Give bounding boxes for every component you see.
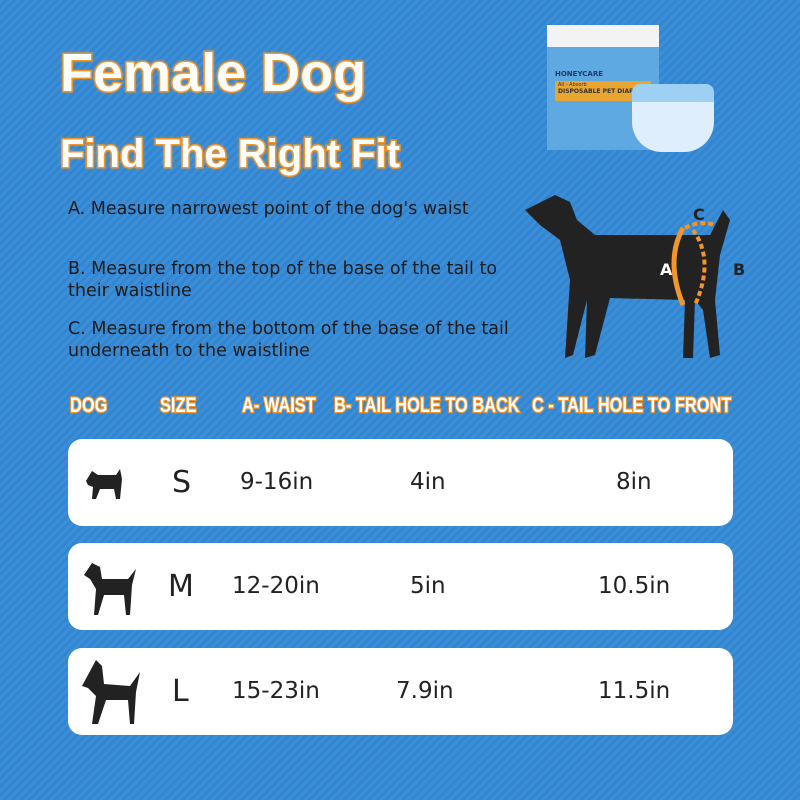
instruction-a: A. Measure narrowest point of the dog's … [68,199,469,219]
diaper-image [632,84,714,152]
tail-to-front: 8in [616,469,652,495]
tail-to-front: 11.5in [598,678,671,704]
product-line: All - Absorb [558,82,587,88]
tail-to-back: 7.9in [396,678,454,704]
small-dog-icon [86,469,122,499]
product-brand: HONEYCARE [555,70,603,78]
tail-to-back: 5in [410,573,446,599]
label-c: C [693,205,705,224]
dog-measurement-diagram: C A B [525,195,745,358]
instruction-c: C. Measure from the bottom of the base o… [68,319,509,361]
product-name: DISPOSABLE PET DIAPERS [558,88,647,95]
waist: 15-23in [232,678,320,704]
header-size: SIZE [159,393,197,419]
tail-to-back: 4in [410,469,446,495]
waist: 9-16in [240,469,314,495]
table-row: S 9-16in 4in 8in [68,439,733,526]
table-row: L 15-23in 7.9in 11.5in [68,648,733,735]
header-front: C - TAIL HOLE TO FRONT [531,393,732,419]
header-dog: DOG [69,393,108,419]
size: L [172,674,189,709]
label-a: A [660,260,673,279]
header-waist: A- WAIST [241,393,317,419]
size: M [168,569,194,604]
label-b: B [733,260,745,279]
size: S [172,465,192,500]
page-title: Female Dog [58,42,367,105]
table-row: M 12-20in 5in 10.5in [68,543,733,630]
header-back: B- TAIL HOLE TO BACK [333,393,521,419]
instruction-b: B. Measure from the top of the base of t… [68,259,498,301]
tail-to-front: 10.5in [598,573,671,599]
waist: 12-20in [232,573,320,599]
large-dog-icon [82,660,140,724]
medium-dog-icon [84,563,136,615]
page-subtitle: Find The Right Fit [59,131,402,178]
